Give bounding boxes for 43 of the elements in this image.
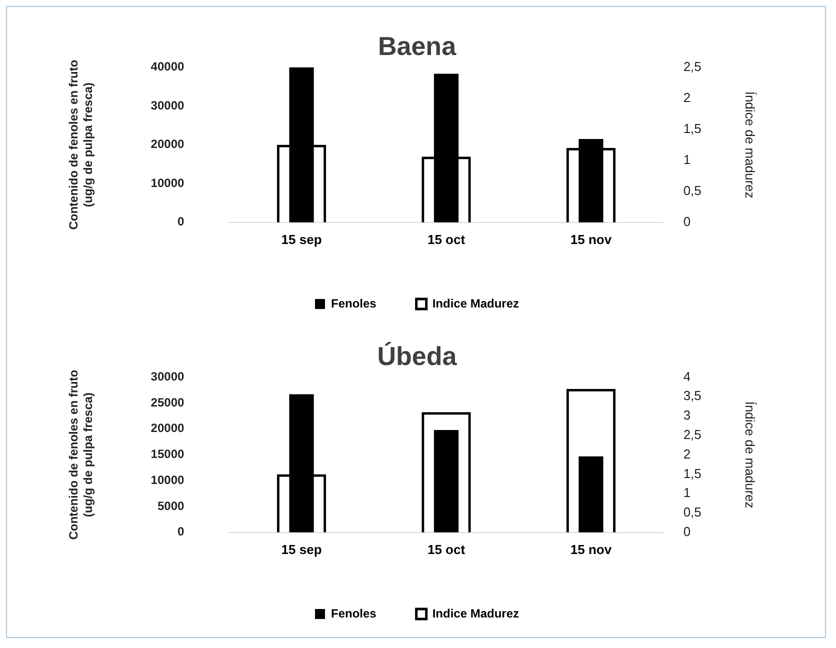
y2-axis-title: Índice de madurez xyxy=(742,91,758,198)
y2-axis-title: Índice de madurez xyxy=(742,401,758,508)
y-tick-label: 30000 xyxy=(150,370,184,384)
y-tick-label: 25000 xyxy=(150,395,184,410)
y2-tick-label: 2 xyxy=(683,90,691,105)
x-tick-label: 15 oct xyxy=(427,232,466,247)
legend-label: Fenoles xyxy=(330,606,377,620)
y2-tick-label: 0,5 xyxy=(683,182,702,198)
y2-tick-label: 2,5 xyxy=(683,426,702,442)
legend-label: Indice Madurez xyxy=(432,606,520,620)
y-tick-label: 10000 xyxy=(150,176,184,190)
y2-tick-label: 1,5 xyxy=(683,120,702,136)
y2-tick-label: 1 xyxy=(683,485,691,500)
y2-tick-label: 0,5 xyxy=(683,504,702,520)
x-tick-label: 15 oct xyxy=(427,542,466,557)
y2-tick-label: 3 xyxy=(683,408,691,423)
chart-title: Baena xyxy=(378,30,457,61)
y-tick-label: 0 xyxy=(177,214,184,229)
y-tick-label: 5000 xyxy=(157,498,184,513)
y-tick-label: 20000 xyxy=(150,421,184,436)
y-tick-label: 30000 xyxy=(150,98,184,112)
legend-label: Fenoles xyxy=(330,296,377,310)
y2-tick-label: 2,5 xyxy=(683,58,702,74)
y2-tick-label: 1,5 xyxy=(683,466,702,481)
y2-tick-label: 2 xyxy=(683,446,691,462)
y-tick-label: 10000 xyxy=(150,472,184,487)
y-tick-label: 40000 xyxy=(150,60,184,74)
y2-tick-label: 4 xyxy=(683,368,691,384)
y2-tick-label: 3,5 xyxy=(683,388,702,404)
legend-label: Indice Madurez xyxy=(432,296,520,310)
y2-tick-label: 1 xyxy=(683,152,691,167)
y-axis-title: Contenido de fenoles en fruto (ug/g de pulpa fresca) xyxy=(66,370,95,540)
x-tick-label: 15 nov xyxy=(570,232,612,247)
x-tick-label: 15 nov xyxy=(570,542,612,557)
y2-tick-label: 0 xyxy=(683,524,691,539)
x-tick-label: 15 sep xyxy=(281,542,322,557)
y-tick-label: 15000 xyxy=(150,447,184,462)
x-tick-label: 15 sep xyxy=(281,232,322,247)
y-tick-label: 0 xyxy=(177,524,184,539)
y-axis-title: Contenido de fenoles en fruto (ug/g de pulpa fresca) xyxy=(66,60,95,230)
y-tick-label: 20000 xyxy=(150,137,184,152)
chart-title: Úbeda xyxy=(377,340,458,371)
y2-tick-label: 0 xyxy=(683,214,691,229)
